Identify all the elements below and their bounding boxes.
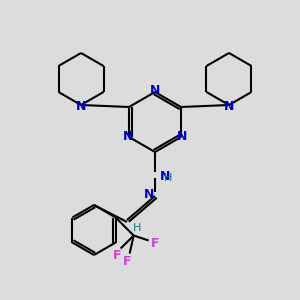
Text: N: N — [160, 169, 170, 182]
Text: N: N — [123, 130, 133, 143]
Text: F: F — [150, 237, 159, 250]
Text: N: N — [144, 188, 154, 200]
Text: F: F — [112, 249, 121, 262]
Text: H: H — [133, 223, 141, 233]
Text: H: H — [164, 173, 172, 183]
Text: N: N — [76, 100, 86, 113]
Text: N: N — [224, 100, 234, 113]
Text: N: N — [150, 84, 160, 97]
Text: F: F — [122, 255, 131, 268]
Text: N: N — [177, 130, 187, 143]
